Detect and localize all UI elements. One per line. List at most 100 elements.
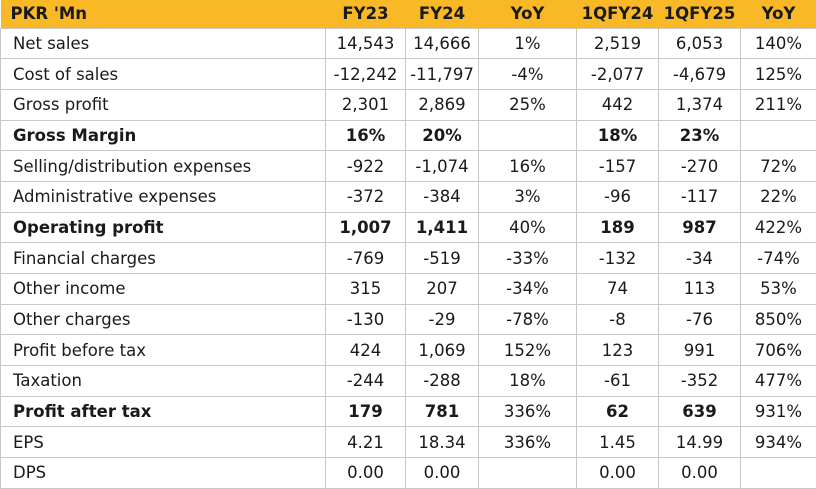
row-value: 40% bbox=[479, 212, 577, 243]
row-value: 1,007 bbox=[326, 212, 406, 243]
row-value: 53% bbox=[741, 274, 816, 305]
row-value: 62 bbox=[577, 396, 659, 427]
row-label: Cost of sales bbox=[1, 59, 326, 90]
row-label: Net sales bbox=[1, 28, 326, 59]
row-value: 14,543 bbox=[326, 28, 406, 59]
row-value: -384 bbox=[406, 181, 479, 212]
row-value: 706% bbox=[741, 335, 816, 366]
row-value: 189 bbox=[577, 212, 659, 243]
row-label: Profit after tax bbox=[1, 396, 326, 427]
row-value: -76 bbox=[659, 304, 741, 335]
row-value: 0.00 bbox=[577, 458, 659, 489]
header-cell-1qfy25: 1QFY25 bbox=[659, 0, 741, 28]
row-value: -33% bbox=[479, 243, 577, 274]
row-value: -372 bbox=[326, 181, 406, 212]
row-value: 14,666 bbox=[406, 28, 479, 59]
row-value: -96 bbox=[577, 181, 659, 212]
row-value: 315 bbox=[326, 274, 406, 305]
row-value bbox=[741, 458, 816, 489]
row-value: 0.00 bbox=[406, 458, 479, 489]
row-value: 336% bbox=[479, 427, 577, 458]
header-cell-yoy: YoY bbox=[479, 0, 577, 28]
row-value: 25% bbox=[479, 89, 577, 120]
row-value: -34% bbox=[479, 274, 577, 305]
row-value: -4,679 bbox=[659, 59, 741, 90]
row-value: -29 bbox=[406, 304, 479, 335]
row-value: 74 bbox=[577, 274, 659, 305]
row-value: 1,374 bbox=[659, 89, 741, 120]
row-value: -117 bbox=[659, 181, 741, 212]
row-value: 22% bbox=[741, 181, 816, 212]
row-value: 14.99 bbox=[659, 427, 741, 458]
row-value: 422% bbox=[741, 212, 816, 243]
row-value: 125% bbox=[741, 59, 816, 90]
row-label: Operating profit bbox=[1, 212, 326, 243]
row-value: -78% bbox=[479, 304, 577, 335]
row-label: Profit before tax bbox=[1, 335, 326, 366]
header-cell-label: PKR 'Mn bbox=[1, 0, 326, 28]
row-value: 2,869 bbox=[406, 89, 479, 120]
row-value: 4.21 bbox=[326, 427, 406, 458]
row-value: 0.00 bbox=[326, 458, 406, 489]
row-value: 1% bbox=[479, 28, 577, 59]
row-value: 424 bbox=[326, 335, 406, 366]
row-value: 18% bbox=[577, 120, 659, 151]
row-value: -157 bbox=[577, 151, 659, 182]
row-value: 931% bbox=[741, 396, 816, 427]
row-value: -2,077 bbox=[577, 59, 659, 90]
row-value: -244 bbox=[326, 366, 406, 397]
row-value: -61 bbox=[577, 366, 659, 397]
row-value: -11,797 bbox=[406, 59, 479, 90]
row-value: 991 bbox=[659, 335, 741, 366]
row-value: 140% bbox=[741, 28, 816, 59]
row-label: EPS bbox=[1, 427, 326, 458]
table-header: PKR 'Mn FY23 FY24 YoY 1QFY24 1QFY25 YoY bbox=[1, 0, 816, 28]
row-value: 987 bbox=[659, 212, 741, 243]
row-value: 2,519 bbox=[577, 28, 659, 59]
row-value: 113 bbox=[659, 274, 741, 305]
row-value: 1,069 bbox=[406, 335, 479, 366]
row-value: -34 bbox=[659, 243, 741, 274]
row-value: -769 bbox=[326, 243, 406, 274]
row-value: 23% bbox=[659, 120, 741, 151]
row-label: Taxation bbox=[1, 366, 326, 397]
row-value: 207 bbox=[406, 274, 479, 305]
row-value: 442 bbox=[577, 89, 659, 120]
header-row: PKR 'Mn FY23 FY24 YoY 1QFY24 1QFY25 YoY bbox=[1, 0, 816, 28]
row-value: 3% bbox=[479, 181, 577, 212]
row-value bbox=[479, 120, 577, 151]
row-value: 123 bbox=[577, 335, 659, 366]
header-cell-fy23: FY23 bbox=[326, 0, 406, 28]
row-value: -352 bbox=[659, 366, 741, 397]
row-value: 18.34 bbox=[406, 427, 479, 458]
row-value: -270 bbox=[659, 151, 741, 182]
row-value: -8 bbox=[577, 304, 659, 335]
row-value: 1,411 bbox=[406, 212, 479, 243]
row-value: 781 bbox=[406, 396, 479, 427]
row-value: -12,242 bbox=[326, 59, 406, 90]
row-value: 934% bbox=[741, 427, 816, 458]
header-cell-yoy-quarter: YoY bbox=[741, 0, 816, 28]
row-value: 6,053 bbox=[659, 28, 741, 59]
row-value: 850% bbox=[741, 304, 816, 335]
row-value: 1.45 bbox=[577, 427, 659, 458]
row-value: 16% bbox=[326, 120, 406, 151]
row-label: Financial charges bbox=[1, 243, 326, 274]
row-value: -519 bbox=[406, 243, 479, 274]
table-row: Cost of sales-12,242-11,797-4%-2,077-4,6… bbox=[1, 59, 816, 90]
header-cell-1qfy24: 1QFY24 bbox=[577, 0, 659, 28]
row-value: 211% bbox=[741, 89, 816, 120]
row-value: -922 bbox=[326, 151, 406, 182]
row-label: Selling/distribution expenses bbox=[1, 151, 326, 182]
row-value: 179 bbox=[326, 396, 406, 427]
row-value: 152% bbox=[479, 335, 577, 366]
